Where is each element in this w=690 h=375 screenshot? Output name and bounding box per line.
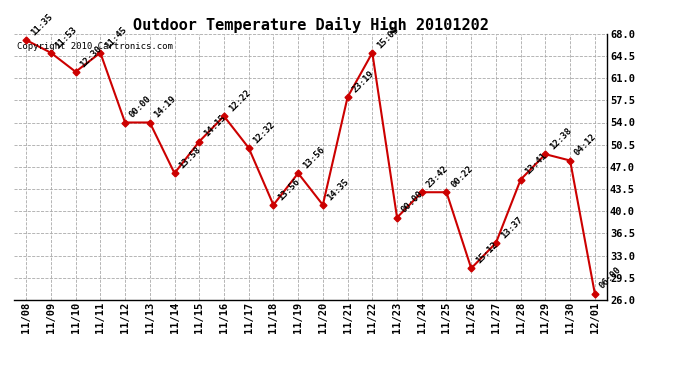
Text: 11:35: 11:35 xyxy=(29,12,55,37)
Text: 04:12: 04:12 xyxy=(573,132,598,158)
Text: 14:35: 14:35 xyxy=(326,177,351,202)
Text: 11:45: 11:45 xyxy=(103,25,128,50)
Text: 13:58: 13:58 xyxy=(177,145,203,170)
Text: 23:19: 23:19 xyxy=(351,69,376,94)
Text: 14:19: 14:19 xyxy=(152,94,178,120)
Text: 00:00: 00:00 xyxy=(400,189,425,215)
Text: 13:56: 13:56 xyxy=(301,145,326,170)
Text: 23:42: 23:42 xyxy=(424,164,450,189)
Text: 13:56: 13:56 xyxy=(276,177,302,202)
Text: 11:53: 11:53 xyxy=(54,25,79,50)
Text: Copyright 2010 Cartronics.com: Copyright 2010 Cartronics.com xyxy=(17,42,172,51)
Text: 12:30: 12:30 xyxy=(79,44,103,69)
Text: 00:00: 00:00 xyxy=(128,94,153,120)
Text: 00:22: 00:22 xyxy=(449,164,475,189)
Text: 12:38: 12:38 xyxy=(548,126,573,152)
Text: 13:41: 13:41 xyxy=(524,152,549,177)
Text: 13:37: 13:37 xyxy=(499,215,524,240)
Text: 15:12: 15:12 xyxy=(474,240,500,266)
Text: 15:05: 15:05 xyxy=(375,25,400,50)
Title: Outdoor Temperature Daily High 20101202: Outdoor Temperature Daily High 20101202 xyxy=(132,16,489,33)
Text: 12:22: 12:22 xyxy=(227,88,252,113)
Text: 12:32: 12:32 xyxy=(251,120,277,145)
Text: 14:15: 14:15 xyxy=(202,113,228,139)
Text: 06:00: 06:00 xyxy=(598,266,623,291)
